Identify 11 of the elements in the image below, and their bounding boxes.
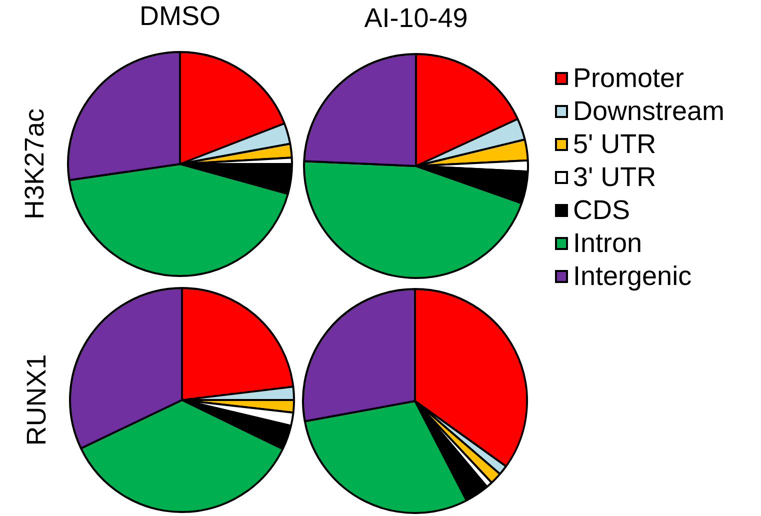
legend-label: Intergenic [573,260,692,293]
text: RUNX1 [22,354,52,446]
text: H3K27ac [20,108,50,220]
legend-label: 3' UTR [573,161,656,194]
legend-label: 5' UTR [573,128,656,161]
chart-title: DMSO [140,1,220,32]
legend-label: CDS [573,194,630,227]
legend-label: Intron [573,227,642,260]
legend-label: Promoter [573,62,684,95]
chart-title: AI-10-49 [364,3,468,34]
legend-label: Downstream [573,95,725,128]
